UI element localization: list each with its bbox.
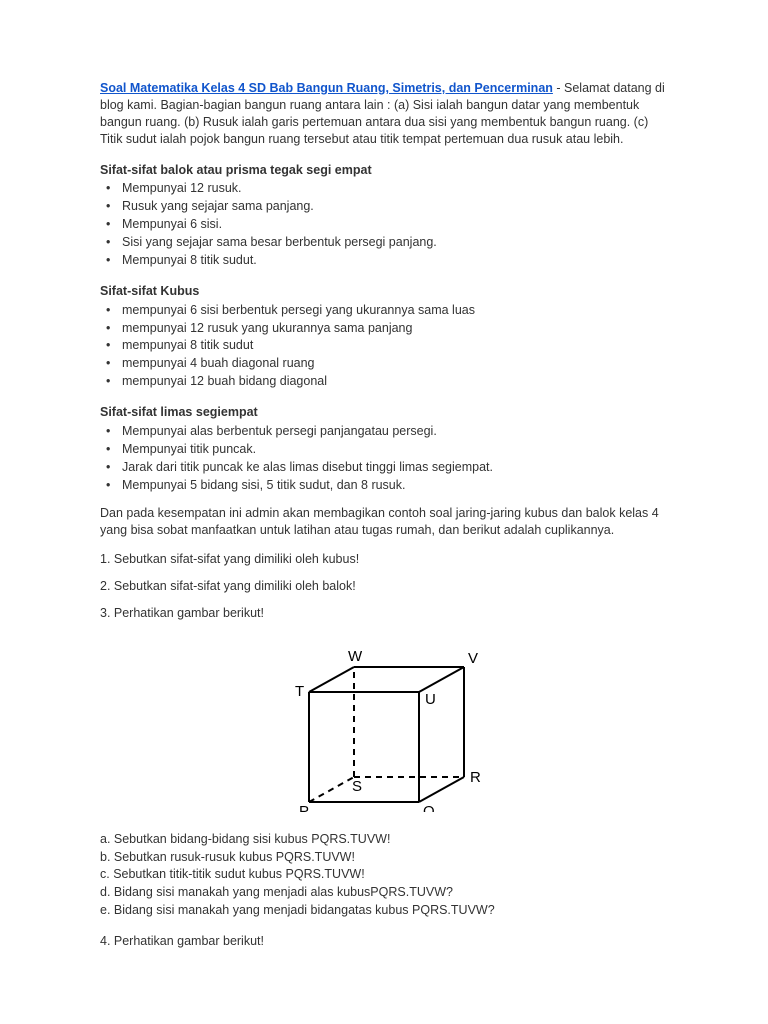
section3-title: Sifat-sifat limas segiempat — [100, 404, 668, 421]
subquestion-c: c. Sebutkan titik-titik sudut kubus PQRS… — [100, 866, 668, 883]
list-item: Mempunyai 6 sisi. — [100, 216, 668, 233]
subquestion-b: b. Sebutkan rusuk-rusuk kubus PQRS.TUVW! — [100, 849, 668, 866]
svg-text:P: P — [299, 803, 309, 812]
cube-diagram: W V T U S R P Q — [100, 632, 668, 817]
svg-text:Q: Q — [423, 803, 435, 812]
title-link[interactable]: Soal Matematika Kelas 4 SD Bab Bangun Ru… — [100, 81, 553, 95]
svg-text:R: R — [470, 769, 481, 786]
list-item: Mempunyai 12 rusuk. — [100, 180, 668, 197]
list-item: Mempunyai 5 bidang sisi, 5 titik sudut, … — [100, 477, 668, 494]
question-2: 2. Sebutkan sifat-sifat yang dimiliki ol… — [100, 578, 668, 595]
svg-text:V: V — [468, 650, 478, 667]
list-item: Sisi yang sejajar sama besar berbentuk p… — [100, 234, 668, 251]
svg-text:T: T — [295, 683, 304, 700]
list-item: Mempunyai titik puncak. — [100, 441, 668, 458]
list-item: Jarak dari titik puncak ke alas limas di… — [100, 459, 668, 476]
question-1: 1. Sebutkan sifat-sifat yang dimiliki ol… — [100, 551, 668, 568]
svg-text:W: W — [348, 648, 363, 665]
subquestion-e: e. Bidang sisi manakah yang menjadi bida… — [100, 902, 668, 919]
question-4: 4. Perhatikan gambar berikut! — [100, 933, 668, 950]
section2-title: Sifat-sifat Kubus — [100, 283, 668, 300]
section3-list: Mempunyai alas berbentuk persegi panjang… — [100, 423, 668, 494]
svg-text:U: U — [425, 691, 436, 708]
list-item: mempunyai 4 buah diagonal ruang — [100, 355, 668, 372]
list-item: Rusuk yang sejajar sama panjang. — [100, 198, 668, 215]
list-item: Mempunyai alas berbentuk persegi panjang… — [100, 423, 668, 440]
section2-list: mempunyai 6 sisi berbentuk persegi yang … — [100, 302, 668, 390]
section1-title: Sifat-sifat balok atau prisma tegak segi… — [100, 162, 668, 179]
question-3: 3. Perhatikan gambar berikut! — [100, 605, 668, 622]
svg-text:S: S — [352, 778, 362, 795]
list-item: Mempunyai 8 titik sudut. — [100, 252, 668, 269]
list-item: mempunyai 8 titik sudut — [100, 337, 668, 354]
list-item: mempunyai 12 buah bidang diagonal — [100, 373, 668, 390]
subquestion-d: d. Bidang sisi manakah yang menjadi alas… — [100, 884, 668, 901]
intro-paragraph: Soal Matematika Kelas 4 SD Bab Bangun Ru… — [100, 80, 668, 148]
section1-list: Mempunyai 12 rusuk. Rusuk yang sejajar s… — [100, 180, 668, 268]
paragraph: Dan pada kesempatan ini admin akan memba… — [100, 505, 668, 539]
list-item: mempunyai 6 sisi berbentuk persegi yang … — [100, 302, 668, 319]
subquestion-a: a. Sebutkan bidang-bidang sisi kubus PQR… — [100, 831, 668, 848]
list-item: mempunyai 12 rusuk yang ukurannya sama p… — [100, 320, 668, 337]
